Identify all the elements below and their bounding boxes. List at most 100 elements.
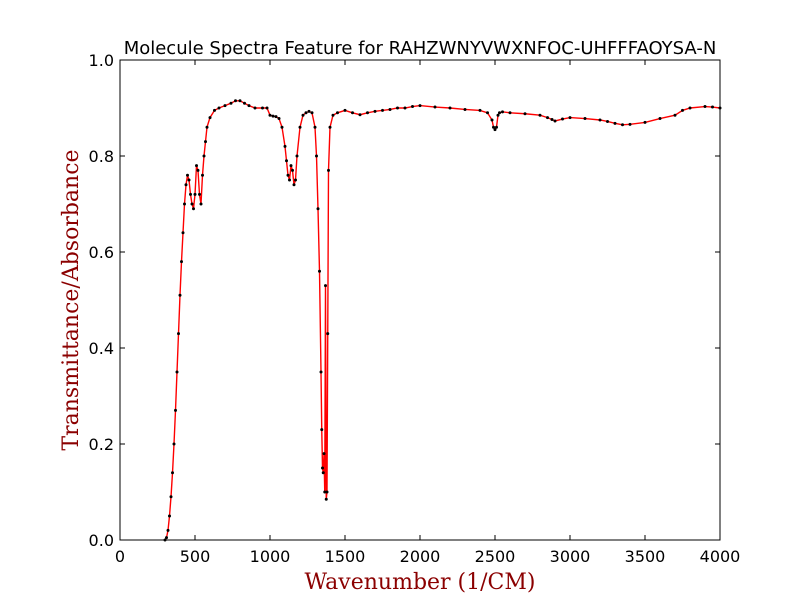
- data-point: [606, 119, 609, 123]
- data-point: [190, 202, 194, 206]
- data-point: [168, 514, 171, 518]
- data-point: [213, 108, 216, 112]
- data-point: [289, 164, 293, 168]
- data-point: [553, 119, 557, 123]
- data-point: [265, 106, 269, 110]
- series-marker-layer: [163, 99, 722, 542]
- data-point: [643, 120, 647, 124]
- data-point: [291, 168, 294, 172]
- data-point: [320, 428, 324, 432]
- data-point: [313, 125, 317, 129]
- data-point: [178, 293, 182, 297]
- data-point: [286, 173, 290, 177]
- data-point: [598, 118, 602, 122]
- y-tick-label: 0.2: [89, 435, 114, 454]
- x-tick-label: 0: [115, 547, 125, 566]
- data-point: [192, 207, 195, 211]
- data-point: [292, 183, 296, 187]
- data-point: [268, 113, 272, 117]
- data-point: [196, 168, 200, 172]
- data-point: [189, 192, 192, 196]
- x-tick-label: 500: [180, 547, 211, 566]
- data-point: [336, 111, 339, 115]
- y-axis-label: Transmittance/Absorbance: [59, 149, 84, 450]
- y-tick-label: 0.4: [89, 339, 114, 358]
- data-point: [501, 110, 504, 114]
- data-point: [324, 284, 327, 288]
- data-point: [318, 269, 321, 273]
- data-point: [285, 159, 288, 163]
- data-point: [247, 104, 251, 108]
- data-point: [186, 173, 189, 177]
- data-point: [184, 183, 188, 187]
- data-point: [301, 113, 305, 117]
- data-point: [498, 111, 501, 115]
- chart-title: Molecule Spectra Feature for RAHZWNYVWXN…: [124, 38, 717, 59]
- data-point: [550, 118, 554, 122]
- data-point: [418, 104, 422, 108]
- data-point: [201, 173, 204, 177]
- data-point: [673, 113, 677, 117]
- data-point: [688, 106, 692, 110]
- x-tick-label: 3500: [625, 547, 666, 566]
- data-point: [315, 154, 318, 158]
- x-tick-label: 1000: [250, 547, 291, 566]
- data-point: [277, 117, 281, 121]
- data-point: [288, 178, 291, 182]
- data-point: [223, 104, 227, 108]
- data-point: [433, 105, 437, 109]
- data-point: [463, 107, 467, 111]
- data-point: [253, 106, 257, 110]
- data-point: [217, 106, 221, 110]
- y-tick-label: 0.0: [89, 531, 114, 550]
- data-point: [703, 105, 707, 109]
- data-point: [294, 178, 297, 182]
- data-point: [492, 125, 495, 129]
- data-point: [486, 111, 489, 115]
- y-tick-label: 0.6: [89, 243, 114, 262]
- data-point: [403, 106, 407, 110]
- data-point: [366, 111, 369, 115]
- data-point: [495, 125, 498, 129]
- x-tick-label: 4000: [700, 547, 741, 566]
- data-point: [628, 122, 632, 126]
- data-point: [621, 123, 624, 127]
- data-point: [238, 99, 242, 103]
- data-point: [711, 105, 714, 109]
- data-point: [174, 408, 177, 412]
- data-point: [280, 125, 284, 129]
- data-point: [396, 106, 399, 110]
- data-point: [298, 125, 302, 129]
- data-point: [324, 497, 328, 501]
- data-point: [181, 231, 185, 235]
- data-point: [243, 101, 246, 105]
- data-point: [448, 106, 452, 110]
- data-point: [326, 332, 330, 336]
- data-point: [319, 370, 323, 374]
- data-point: [199, 202, 203, 206]
- data-point: [561, 117, 564, 121]
- data-point: [681, 108, 684, 112]
- data-point: [343, 108, 347, 112]
- data-point: [295, 154, 299, 158]
- x-tick-label: 1500: [325, 547, 366, 566]
- data-point: [331, 113, 335, 117]
- data-point: [508, 111, 512, 115]
- data-point: [165, 536, 168, 540]
- data-point: [411, 105, 414, 109]
- x-axis-label: Wavenumber (1/CM): [304, 570, 535, 595]
- x-tick-label: 3000: [550, 547, 591, 566]
- data-point: [493, 128, 497, 132]
- data-point: [321, 466, 324, 470]
- data-point: [175, 370, 179, 374]
- data-point: [202, 154, 206, 158]
- data-point: [177, 332, 180, 336]
- x-tick-label: 2000: [400, 547, 441, 566]
- data-point: [187, 178, 191, 182]
- data-point: [583, 117, 587, 121]
- data-point: [568, 116, 572, 120]
- data-point: [613, 121, 617, 125]
- data-point: [229, 101, 233, 105]
- data-point: [283, 144, 287, 148]
